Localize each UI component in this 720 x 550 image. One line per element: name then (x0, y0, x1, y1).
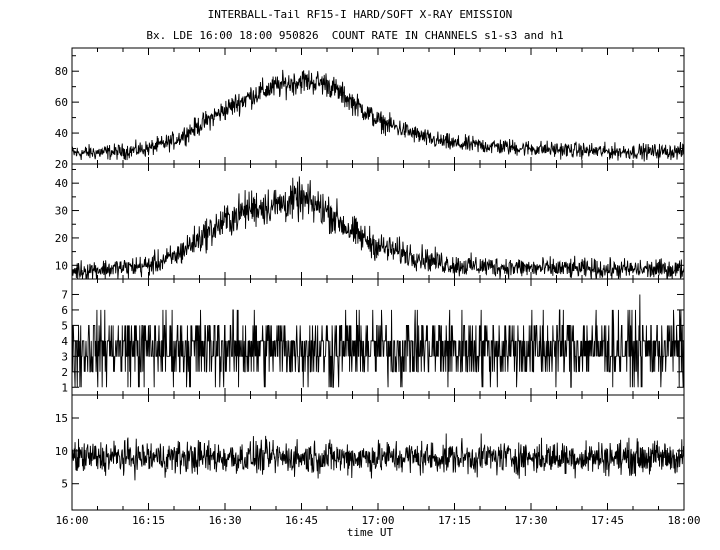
y-tick-label: 15 (55, 412, 68, 425)
y-tick-label: 7 (61, 288, 68, 301)
y-tick-label: 1 (61, 381, 68, 394)
x-tick-label: 16:15 (132, 514, 165, 527)
y-tick-label: 20 (55, 158, 68, 171)
y-tick-label: 40 (55, 127, 68, 140)
y-tick-label: 5 (61, 478, 68, 491)
series-line-panel-3 (71, 294, 685, 388)
x-tick-label: 17:45 (591, 514, 624, 527)
y-tick-label: 60 (55, 96, 68, 109)
x-tick-label: 16:30 (208, 514, 241, 527)
x-tick-label: 18:00 (667, 514, 700, 527)
x-tick-label: 16:00 (55, 514, 88, 527)
y-tick-label: 10 (55, 259, 68, 272)
x-tick-label: 17:15 (438, 514, 471, 527)
y-tick-label: 20 (55, 232, 68, 245)
x-tick-label: 17:30 (514, 514, 547, 527)
y-tick-label: 80 (55, 65, 68, 78)
y-tick-label: 40 (55, 177, 68, 190)
y-tick-label: 6 (61, 304, 68, 317)
series-line-panel-4 (71, 433, 685, 481)
x-tick-label: 17:00 (361, 514, 394, 527)
series-line-panel-2 (71, 176, 685, 280)
y-tick-label: 5 (61, 319, 68, 332)
y-tick-label: 2 (61, 366, 68, 379)
chart-title: INTERBALL-Tail RF15-I HARD/SOFT X-RAY EM… (207, 8, 513, 21)
x-axis-label: time UT (346, 526, 394, 539)
y-tick-label: 10 (55, 445, 68, 458)
series-line-panel-1 (71, 69, 685, 162)
y-tick-label: 3 (61, 350, 68, 363)
chart-subtitle: Bx. LDE 16:00 18:00 950826 COUNT RATE IN… (146, 29, 564, 42)
y-tick-label: 30 (55, 205, 68, 218)
x-tick-label: 16:45 (285, 514, 318, 527)
y-tick-label: 4 (61, 335, 68, 348)
